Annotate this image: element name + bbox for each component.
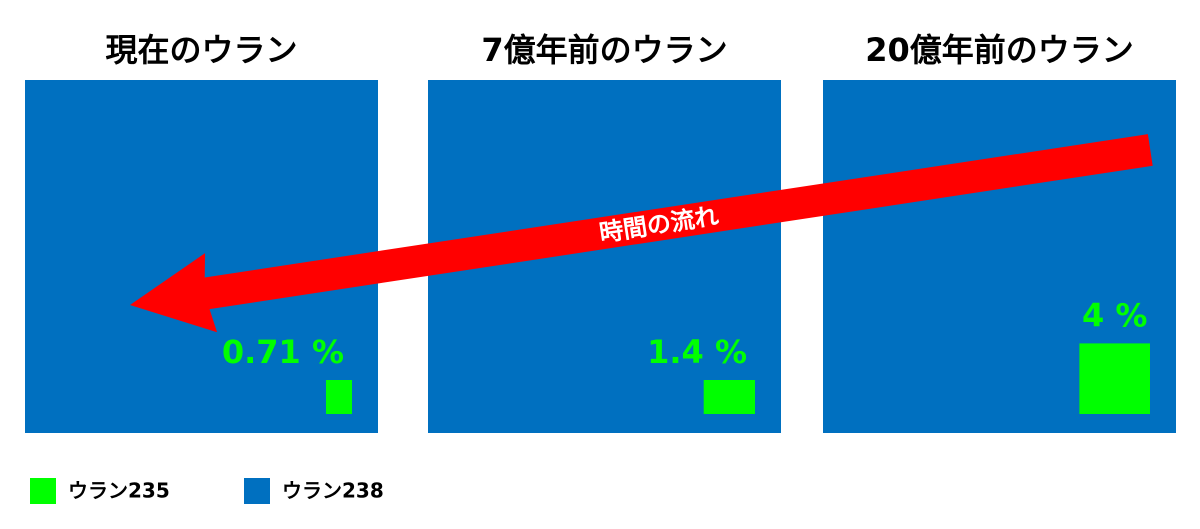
value-label: 1.4 % — [647, 333, 747, 371]
panel-title: 20億年前のウラン — [865, 31, 1134, 69]
value-label: 4 % — [1082, 296, 1147, 334]
proportion-square — [703, 380, 755, 414]
legend-label: ウラン238 — [282, 479, 384, 503]
legend-swatch — [244, 478, 270, 504]
panel-title: 現在のウラン — [105, 31, 297, 69]
legend-swatch — [30, 478, 56, 504]
proportion-square — [1079, 343, 1150, 414]
arrow-shape — [130, 134, 1153, 333]
proportion-square — [325, 380, 352, 414]
legend-label: ウラン235 — [68, 479, 170, 503]
value-label: 0.71 % — [222, 333, 344, 371]
panel-title: 7億年前のウラン — [481, 31, 727, 69]
